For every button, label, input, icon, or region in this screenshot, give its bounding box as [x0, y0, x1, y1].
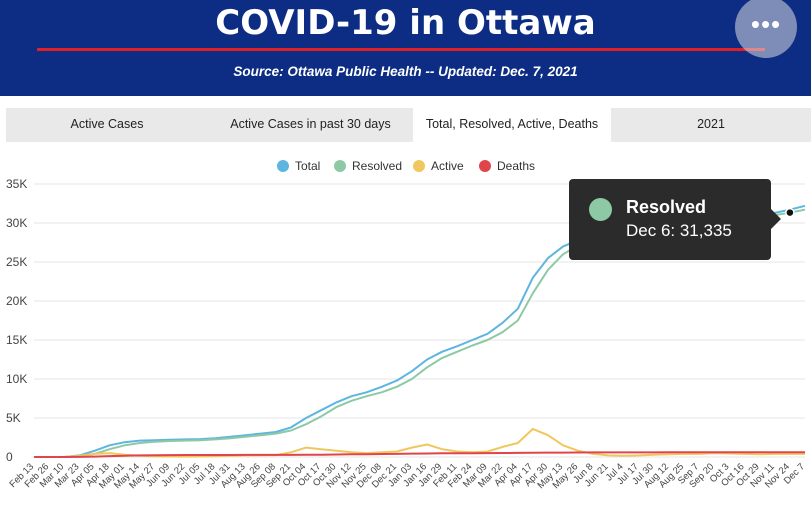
legend-label-active[interactable]: Active	[431, 159, 464, 173]
y-tick-label: 5K	[6, 411, 21, 425]
tooltip-value: Dec 6: 31,335	[626, 221, 732, 240]
y-tick-label: 10K	[6, 372, 27, 386]
tab-total-resolved-active-deaths[interactable]: Total, Resolved, Active, Deaths	[413, 108, 611, 142]
page-title: COVID-19 in Ottawa	[215, 3, 596, 43]
y-tick-label: 30K	[6, 216, 27, 230]
y-tick-label: 35K	[6, 177, 27, 191]
legend-label-resolved[interactable]: Resolved	[352, 159, 402, 173]
legend-marker-active	[413, 160, 425, 172]
chart-markers	[785, 207, 795, 218]
series-line-active[interactable]	[34, 427, 805, 458]
legend-label-total[interactable]: Total	[295, 159, 320, 173]
legend-label-deaths[interactable]: Deaths	[497, 159, 535, 173]
y-axis: 0 5K 10K 15K 20K 25K 30K 35K	[6, 177, 27, 464]
tab-active-cases[interactable]: Active Cases	[70, 117, 144, 131]
tab-active-cases-30-days[interactable]: Active Cases in past 30 days	[230, 117, 391, 131]
source-subtitle: Source: Ottawa Public Health -- Updated:…	[233, 64, 578, 79]
tab-bar: Active Cases Active Cases in past 30 day…	[6, 108, 811, 142]
chart-legend: Total Resolved Active Deaths	[277, 159, 535, 173]
legend-marker-resolved	[334, 160, 346, 172]
tooltip-series-dot	[589, 198, 612, 221]
chart-tooltip: Resolved Dec 6: 31,335	[569, 179, 781, 260]
tooltip-series-name: Resolved	[626, 197, 707, 217]
more-dots-icon[interactable]: •••	[735, 0, 797, 58]
title-underline	[37, 48, 765, 51]
legend-marker-total	[277, 160, 289, 172]
legend-marker-deaths	[479, 160, 491, 172]
series-line-deaths[interactable]	[34, 451, 805, 458]
header-banner: COVID-19 in Ottawa Source: Ottawa Public…	[0, 0, 811, 96]
y-tick-label: 0	[6, 450, 13, 464]
y-tick-label: 25K	[6, 255, 27, 269]
tab-2021[interactable]: 2021	[697, 117, 725, 131]
y-tick-label: 20K	[6, 294, 27, 308]
y-tick-label: 15K	[6, 333, 27, 347]
hover-point-resolved[interactable]	[785, 207, 795, 218]
